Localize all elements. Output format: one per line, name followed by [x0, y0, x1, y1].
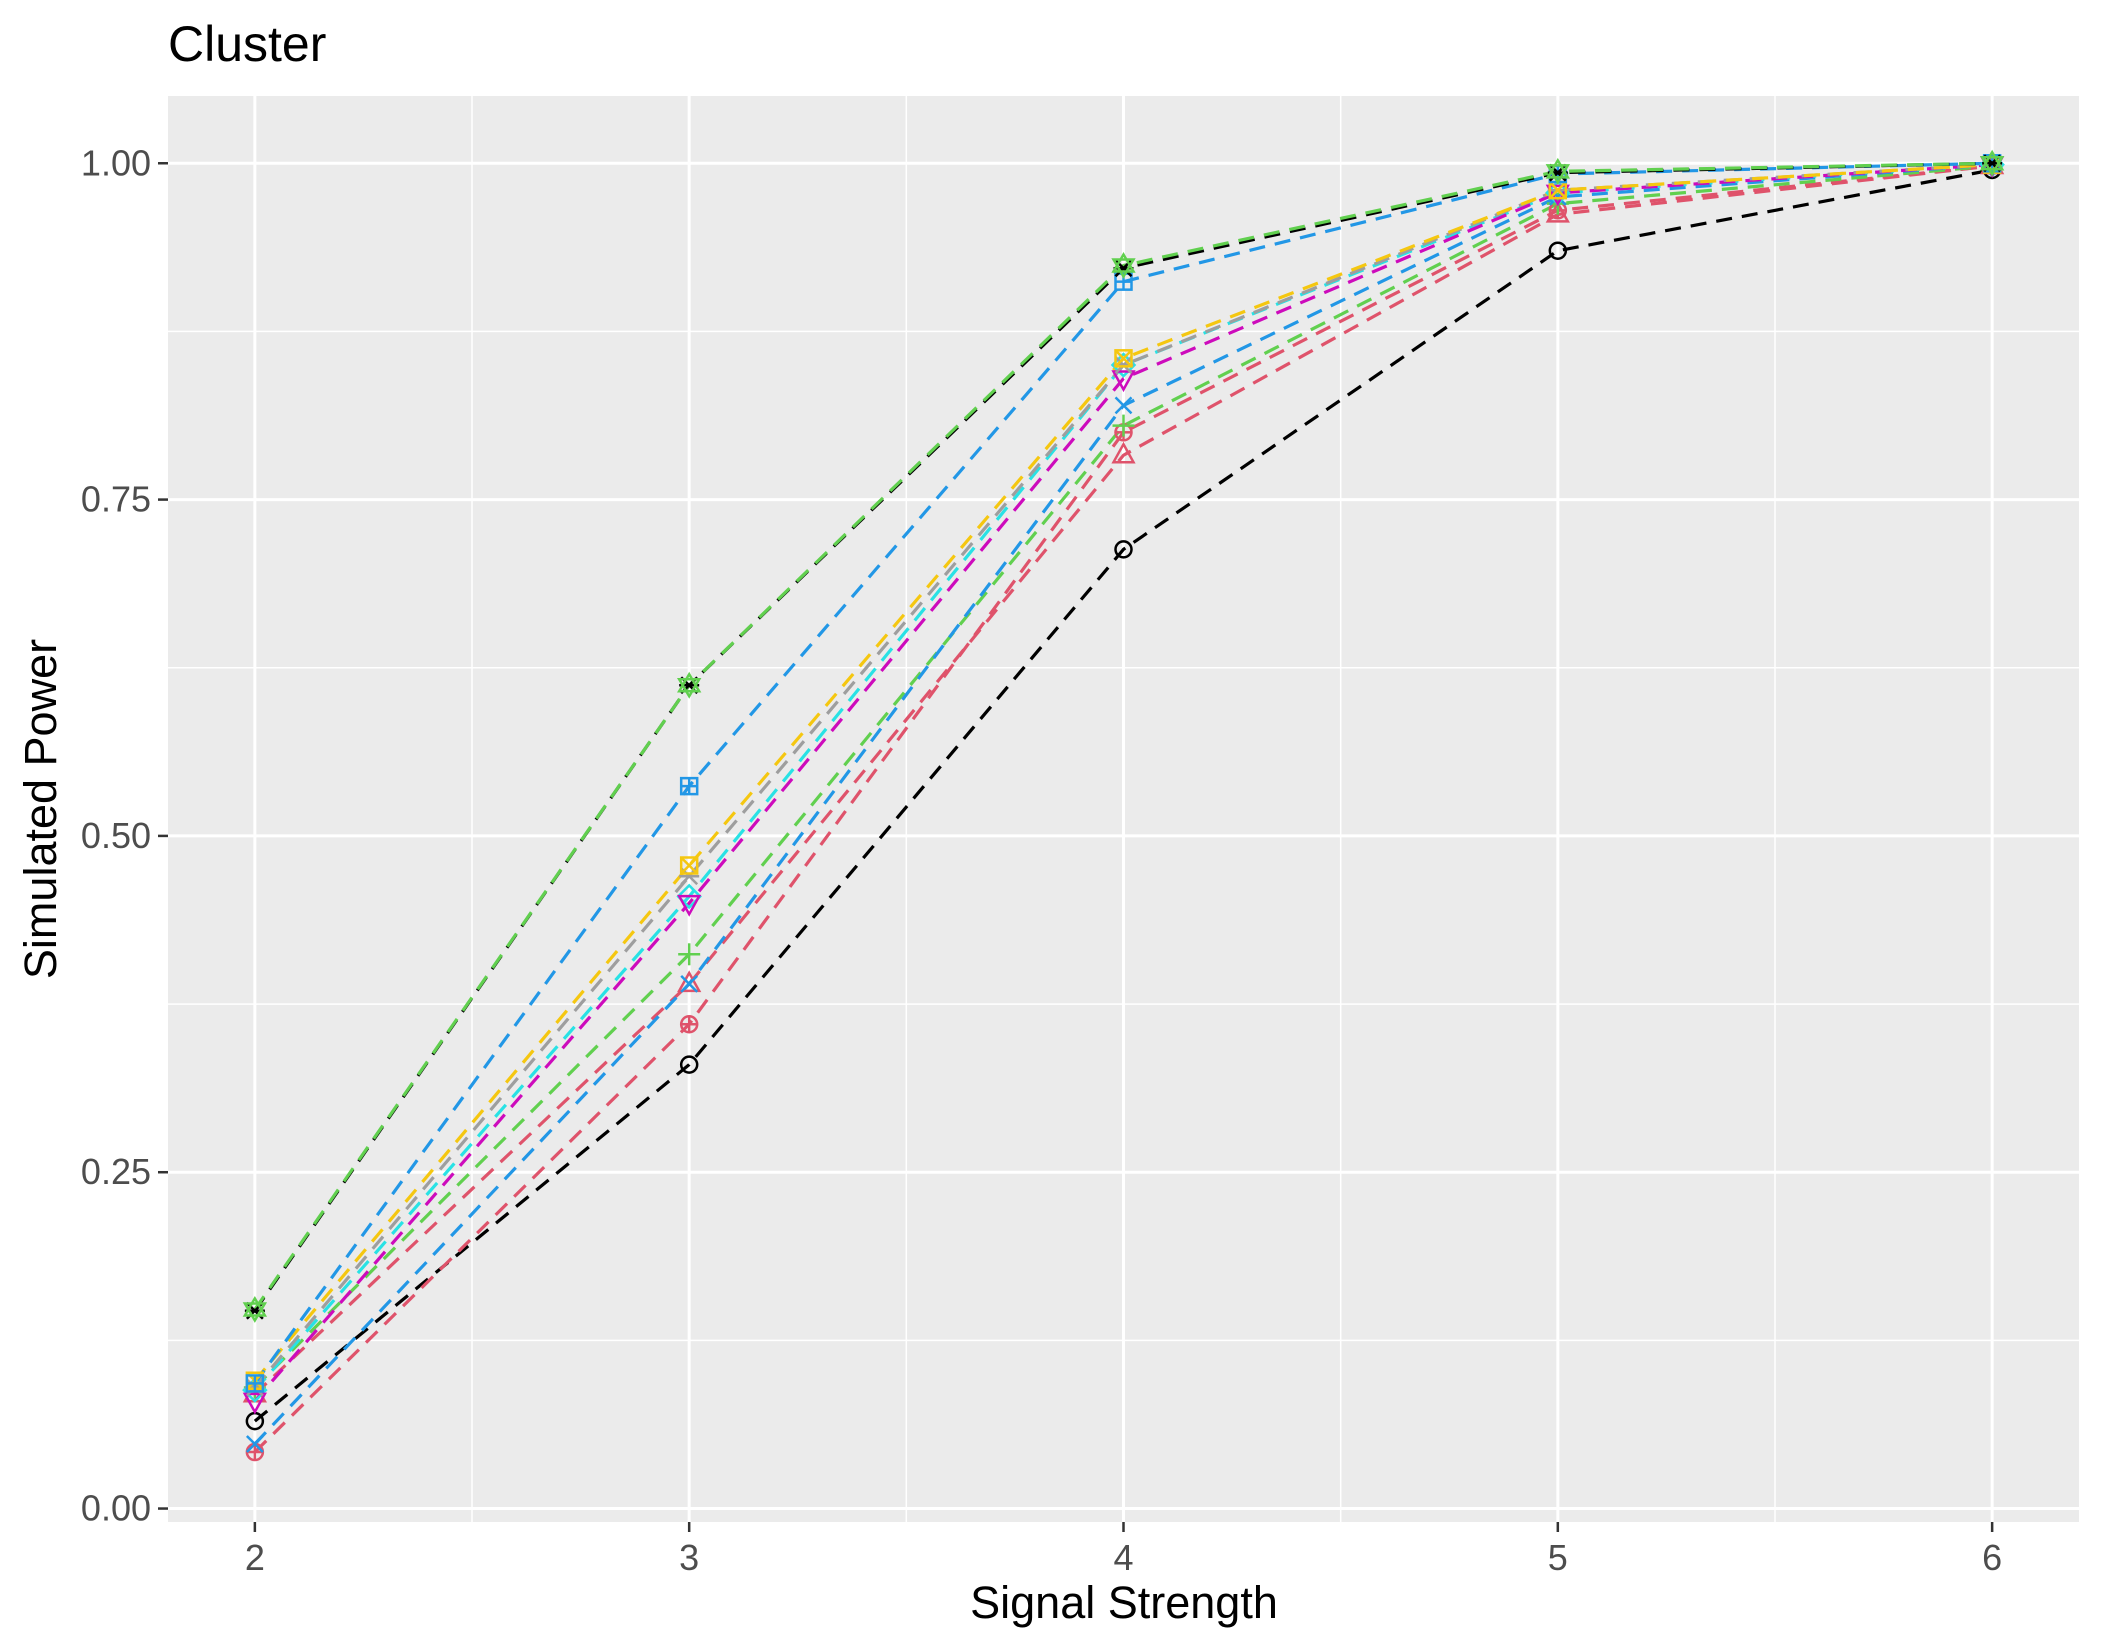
x-axis-title: Signal Strength	[970, 1577, 1278, 1628]
series-10-point-1	[245, 1374, 265, 1393]
series-2-point-1	[245, 1442, 265, 1462]
x-tick-label: 6	[1982, 1537, 2002, 1578]
major-gridlines	[168, 96, 2079, 1522]
series-12-point-4	[1545, 157, 1571, 185]
chart-title: Cluster	[168, 16, 326, 72]
x-tick-label: 3	[679, 1537, 699, 1578]
series-12-point-3	[1111, 252, 1136, 279]
x-axis-tick-labels: 2 3 4 5 6	[245, 1537, 2002, 1578]
series-markers	[242, 149, 2005, 1462]
y-tick-label: 0.00	[81, 1488, 151, 1529]
series-4-point-2	[678, 943, 701, 966]
y-tick-label: 0.50	[81, 815, 151, 856]
series-line-2	[253, 164, 1993, 1454]
series-7-point-2	[677, 894, 702, 917]
series-line-7	[253, 163, 1993, 1402]
series-line-3	[253, 164, 1993, 1396]
series-10-point-2	[679, 776, 699, 796]
series-line-4	[253, 164, 1993, 1389]
series-12-point-1	[242, 1295, 268, 1323]
y-tick-label: 0.25	[81, 1151, 151, 1192]
series-3-point-4	[1545, 200, 1570, 223]
series-9-point-2	[679, 856, 699, 875]
series-1-point-3	[1114, 540, 1133, 559]
series-7-point-1	[242, 1392, 267, 1415]
series-12-point-2	[676, 671, 702, 699]
series-6-point-2	[676, 883, 702, 910]
series-3-point-2	[677, 970, 702, 993]
y-tick-label: 0.75	[81, 479, 151, 520]
y-axis-tick-labels: 0.00 0.25 0.50 0.75 1.00	[81, 142, 151, 1528]
series-line-1	[253, 168, 1993, 1423]
y-tick-label: 1.00	[81, 142, 151, 183]
x-tick-label: 5	[1548, 1537, 1568, 1578]
series-5-point-3	[1114, 396, 1133, 415]
series-5-point-2	[680, 975, 699, 993]
series-7-point-3	[1111, 370, 1136, 393]
series-1-point-2	[679, 1055, 699, 1074]
series-1-point-4	[1548, 241, 1568, 260]
series-9-point-3	[1114, 349, 1133, 368]
series-line-12	[253, 161, 1993, 1311]
series-5-point-4	[1548, 188, 1567, 206]
series-12-point-5	[1979, 149, 2005, 177]
x-tick-label: 4	[1113, 1537, 1133, 1578]
series-5-point-1	[245, 1435, 264, 1453]
series-4-point-3	[1112, 414, 1135, 437]
axis-ticks	[158, 162, 1994, 1532]
series-2-point-2	[679, 1014, 699, 1034]
y-axis-title: Simulated Power	[15, 639, 66, 979]
series-3-point-3	[1111, 441, 1136, 464]
x-tick-label: 2	[245, 1537, 265, 1578]
